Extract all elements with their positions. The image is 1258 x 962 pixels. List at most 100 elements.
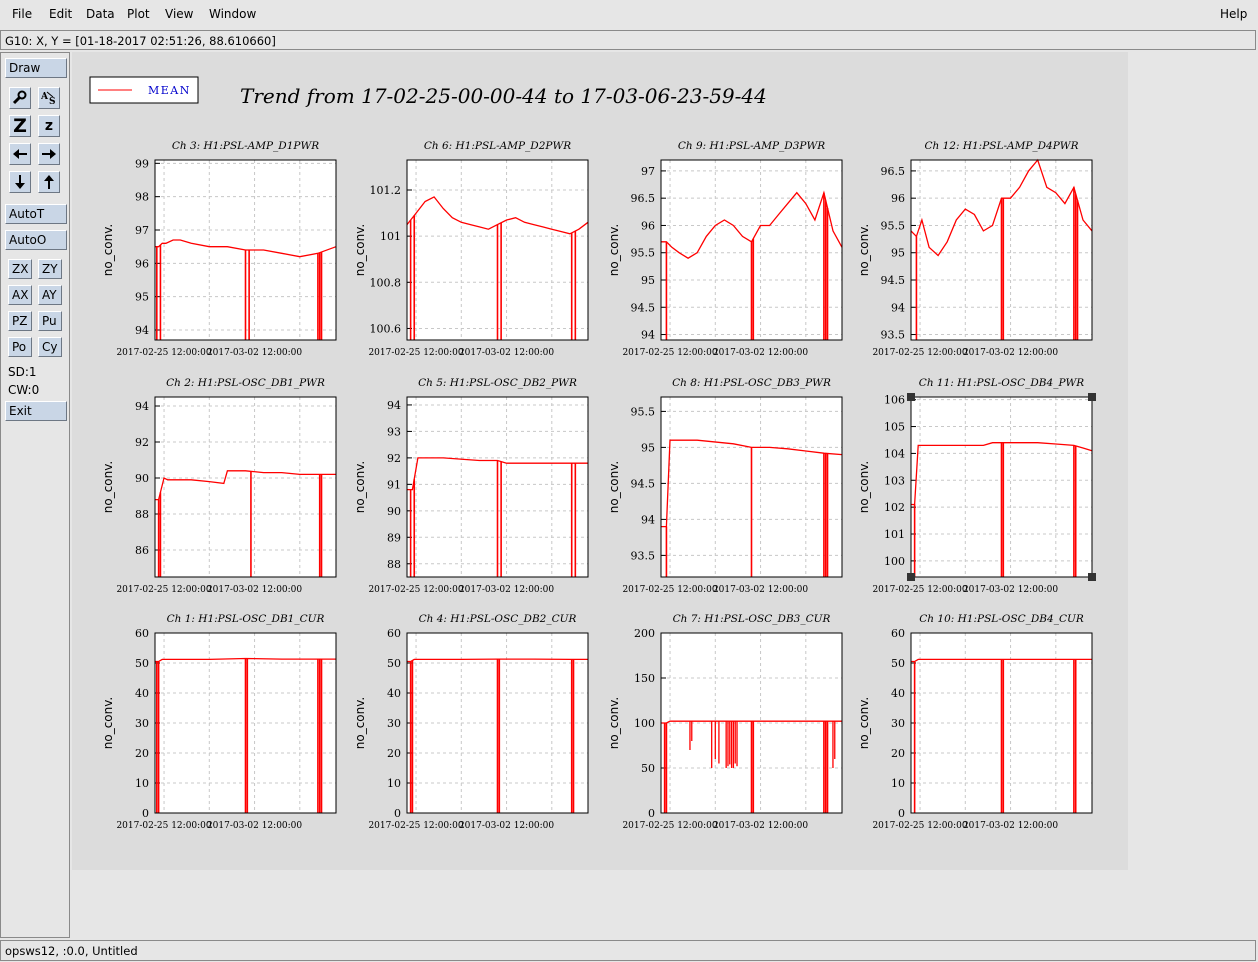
arrow-left-icon[interactable] xyxy=(9,143,31,165)
x-tick-label: 2017-02-25 12:00:00 xyxy=(622,585,717,595)
chart-6: Ch 5: H1:PSL-OSC_DB2_PWR no_conv. 94 93 92 91… xyxy=(353,377,589,595)
draw-button[interactable]: Draw xyxy=(5,58,67,78)
series-line xyxy=(155,657,336,663)
y-tick-label: 95.5 xyxy=(631,405,656,418)
arrow-down-icon[interactable] xyxy=(9,171,31,193)
menu-data[interactable]: Data xyxy=(86,7,115,21)
menu-plot[interactable]: Plot xyxy=(127,7,150,21)
y-tick-label: 94 xyxy=(387,399,401,412)
y-tick-label: 60 xyxy=(387,627,401,640)
x-tick-label: 2017-03-02 12:00:00 xyxy=(207,821,302,831)
chart-title: Ch 4: H1:PSL-OSC_DB2_CUR xyxy=(419,613,577,625)
y-tick-label: 0 xyxy=(394,807,401,820)
chart-title: Ch 1: H1:PSL-OSC_DB1_CUR xyxy=(167,613,325,625)
y-tick-label: 10 xyxy=(387,777,401,790)
svg-text:S: S xyxy=(49,97,56,106)
y-tick-label: 93.5 xyxy=(881,329,906,342)
y-tick-label: 94 xyxy=(135,324,149,337)
magnify-icon[interactable] xyxy=(9,87,31,109)
y-tick-label: 95 xyxy=(641,274,655,287)
x-tick-label: 2017-02-25 12:00:00 xyxy=(116,585,211,595)
zx-button[interactable]: ZX xyxy=(8,259,32,279)
chart-frame xyxy=(406,396,589,578)
autoo-button[interactable]: AutoO xyxy=(5,230,67,250)
y-tick-label: 200 xyxy=(634,627,655,640)
y-tick-label: 30 xyxy=(135,717,149,730)
chart-title: Ch 12: H1:PSL-AMP_D4PWR xyxy=(924,140,1078,152)
y-tick-label: 0 xyxy=(898,807,905,820)
y-axis-label: no_conv. xyxy=(353,461,367,513)
x-tick-label: 2017-03-02 12:00:00 xyxy=(713,585,808,595)
y-tick-label: 95 xyxy=(135,291,149,304)
zoom-in-icon[interactable]: z xyxy=(38,115,60,137)
pz-button[interactable]: PZ xyxy=(8,311,32,331)
y-tick-label: 90 xyxy=(387,505,401,518)
chart-frame xyxy=(910,396,1093,578)
plot-canvas[interactable]: MEAN Trend from 17-02-25-00-00-44 to 17-… xyxy=(72,52,1128,870)
y-tick-label: 95.5 xyxy=(631,247,656,260)
y-tick-label: 99 xyxy=(135,157,149,170)
po-button[interactable]: Po xyxy=(8,337,32,357)
y-tick-label: 92 xyxy=(387,452,401,465)
ay-button[interactable]: AY xyxy=(38,285,62,305)
chart-frame xyxy=(910,159,1093,341)
menu-view[interactable]: View xyxy=(165,7,194,21)
y-tick-label: 30 xyxy=(387,717,401,730)
y-axis-label: no_conv. xyxy=(607,461,621,513)
y-tick-label: 101.2 xyxy=(370,184,402,197)
chart-5: Ch 2: H1:PSL-OSC_DB1_PWR no_conv. 94 92 90 88… xyxy=(101,377,337,595)
y-axis-label: no_conv. xyxy=(353,224,367,276)
arrow-right-icon[interactable] xyxy=(38,143,60,165)
pu-button[interactable]: Pu xyxy=(38,311,62,331)
page-title: Trend from 17-02-25-00-00-44 to 17-03-06… xyxy=(240,84,767,108)
cy-button[interactable]: Cy xyxy=(38,337,62,357)
y-tick-label: 106 xyxy=(884,394,905,407)
y-tick-label: 100.8 xyxy=(370,276,402,289)
y-tick-label: 93.5 xyxy=(631,549,656,562)
y-tick-label: 93 xyxy=(387,425,401,438)
y-tick-label: 95 xyxy=(891,247,905,260)
zy-button[interactable]: ZY xyxy=(38,259,62,279)
y-tick-label: 95.5 xyxy=(881,219,906,232)
selection-handle xyxy=(1088,393,1096,401)
y-tick-label: 103 xyxy=(884,474,905,487)
chart-title: Ch 11: H1:PSL-OSC_DB4_PWR xyxy=(919,377,1085,389)
chart-title: Ch 2: H1:PSL-OSC_DB1_PWR xyxy=(166,377,325,389)
ax-button[interactable]: AX xyxy=(8,285,32,305)
chart-4: Ch 12: H1:PSL-AMP_D4PWR no_conv. 96.5 96 95.… xyxy=(857,140,1093,358)
x-tick-label: 2017-02-25 12:00:00 xyxy=(872,585,967,595)
x-tick-label: 2017-03-02 12:00:00 xyxy=(713,348,808,358)
y-tick-label: 88 xyxy=(387,558,401,571)
x-tick-label: 2017-02-25 12:00:00 xyxy=(368,585,463,595)
legend: MEAN xyxy=(89,76,199,104)
autot-button[interactable]: AutoT xyxy=(5,204,67,224)
menu-help[interactable]: Help xyxy=(1220,7,1248,21)
chart-12: Ch 10: H1:PSL-OSC_DB4_CUR no_conv. 60 50 40 3… xyxy=(857,613,1093,831)
y-tick-label: 50 xyxy=(135,657,149,670)
y-tick-label: 150 xyxy=(634,672,655,685)
y-tick-label: 86 xyxy=(135,544,149,557)
sd-readout: SD:1 xyxy=(8,365,37,379)
y-tick-label: 101 xyxy=(380,230,401,243)
y-tick-label: 40 xyxy=(135,687,149,700)
chart-9: Ch 1: H1:PSL-OSC_DB1_CUR no_conv. 60 50 40 30… xyxy=(101,613,337,831)
y-tick-label: 50 xyxy=(387,657,401,670)
y-tick-label: 96.5 xyxy=(631,192,656,205)
chart-10: Ch 4: H1:PSL-OSC_DB2_CUR no_conv. 60 50 40 30… xyxy=(353,613,589,831)
y-tick-label: 96 xyxy=(135,257,149,270)
y-axis-label: no_conv. xyxy=(607,697,621,749)
y-tick-label: 102 xyxy=(884,501,905,514)
series-line xyxy=(407,658,588,663)
chart-title: Ch 3: H1:PSL-AMP_D1PWR xyxy=(172,140,319,152)
chart-title: Ch 9: H1:PSL-AMP_D3PWR xyxy=(678,140,825,152)
menu-edit[interactable]: Edit xyxy=(49,7,73,21)
y-tick-label: 96.5 xyxy=(881,165,906,178)
exit-button[interactable]: Exit xyxy=(5,401,67,421)
menu-file[interactable]: File xyxy=(12,7,33,21)
menu-window[interactable]: Window xyxy=(209,7,257,21)
y-tick-label: 20 xyxy=(891,747,905,760)
arrow-up-icon[interactable] xyxy=(38,171,60,193)
y-tick-label: 94 xyxy=(641,513,655,526)
zoom-out-icon[interactable]: Z xyxy=(9,115,31,137)
